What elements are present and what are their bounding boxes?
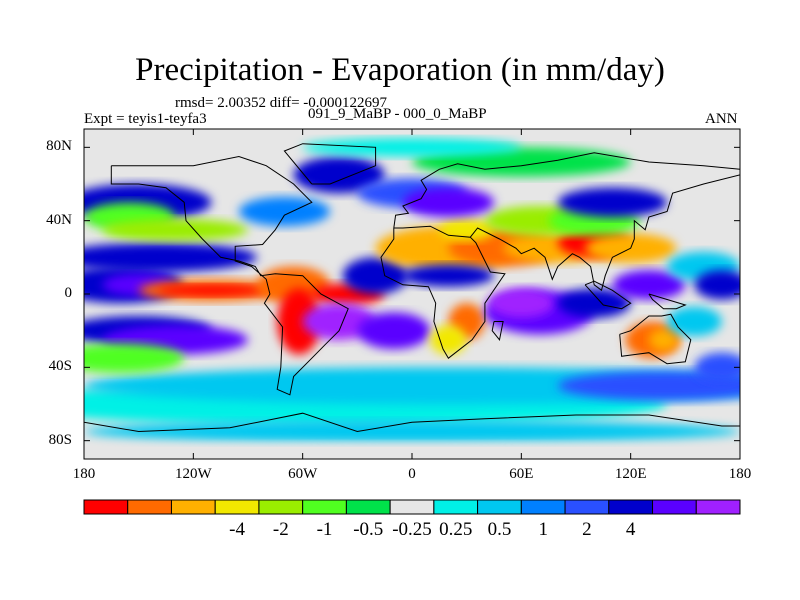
coastline [619,313,692,365]
axis-ticks [83,129,741,459]
coastlines [84,143,740,433]
coastline [393,152,740,229]
field-region [694,270,740,300]
field-region [694,352,740,382]
season-label: ANN [705,111,738,127]
stats-label: rmsd= 2.00352 diff= -0.000122697 [175,95,388,111]
colorbar-label: -0.5 [353,519,384,540]
field-region [84,367,740,404]
colorbar-label: -2 [272,519,289,540]
field-region [557,187,668,217]
colorbar-swatch [695,499,741,515]
field-region [488,288,555,318]
colorbar-swatch [608,499,654,515]
field-region [238,196,330,227]
x-tick-label: 120E [614,466,647,482]
y-tick-label: 80S [48,431,72,448]
colorbar-label: 4 [625,519,636,540]
colorbar-swatch [389,499,435,515]
coastline [380,225,506,359]
colorbar-swatch [564,499,610,515]
field-region [648,328,679,351]
coastline [283,143,377,185]
colorbar-swatch [127,499,172,515]
colorbar-label: -4 [229,519,245,540]
colorbar-swatch [345,499,391,515]
contour-field [84,129,740,459]
colorbar-label: -1 [316,519,333,540]
period-label: 091_9_MaBP - 000_0_MaBP [308,106,487,122]
colorbar-swatch [477,499,522,515]
x-tick-label: 180 [728,466,752,482]
coastline [110,155,349,396]
field-region [667,306,722,337]
coastline [469,174,740,292]
y-tick-label: 0 [64,285,73,301]
field-region [342,257,409,294]
field-region [357,312,431,349]
field-region [156,284,267,296]
field-region [612,270,686,300]
field-region [302,138,522,157]
colorbar-label: 2 [582,519,592,540]
field-region [277,288,321,355]
coastline [584,280,632,310]
coastline [648,293,687,310]
field-region [557,371,740,401]
x-tick-label: 120W [174,466,212,482]
experiment-label: Expt = teyis1-teyfa3 [84,111,207,127]
y-tick-label: 40N [46,211,72,228]
colorbar-label: -0.25 [392,519,432,540]
field-region [84,444,740,459]
colorbar-label: 1 [538,519,548,540]
field-region [557,288,631,318]
colorbar-swatch [83,499,129,515]
field-region [102,218,248,241]
field-region [84,242,258,272]
x-tick-label: 60E [509,466,534,482]
y-tick-label: 40S [48,358,72,375]
x-tick-label: 180 [72,466,96,482]
colorbar-label: 0.25 [439,519,473,540]
colorbar [83,499,741,515]
y-tick-label: 80N [46,138,72,155]
field-region [430,325,467,355]
x-tick-label: 60W [288,466,318,482]
coastline [491,321,504,341]
field-region [402,264,495,287]
coastline [84,412,740,433]
field-region [84,420,740,443]
colorbar-swatch [520,499,566,515]
colorbar-label: 0.5 [487,519,512,540]
colorbar-swatch [214,499,260,515]
field-region [84,343,185,373]
colorbar-swatch [302,499,347,515]
colorbar-swatch [170,499,216,515]
chart-title: Precipitation - Evaporation (in mm/day) [135,52,665,88]
field-region [402,187,495,217]
field-region [257,266,330,304]
colorbar-swatch [433,499,479,515]
x-tick-label: 0 [408,466,416,482]
colorbar-swatch [258,499,304,515]
colorbar-swatch [652,499,697,515]
